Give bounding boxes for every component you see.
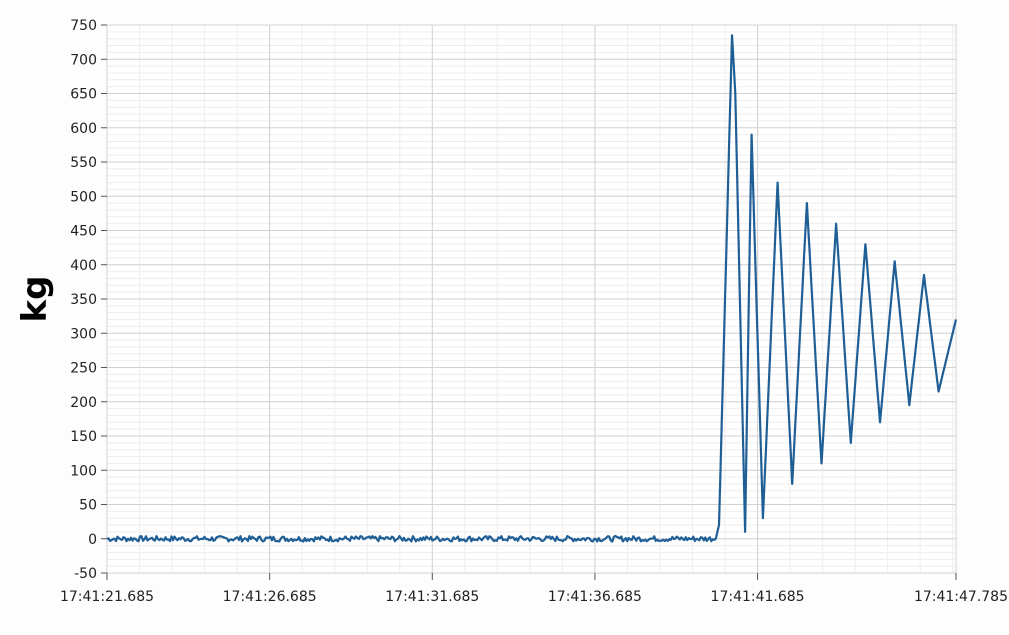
y-tick-label: 0 (88, 532, 97, 548)
x-tick-label: 17:41:47.785 (914, 589, 1008, 605)
y-tick-label: 550 (70, 155, 97, 171)
x-axis: 17:41:21.685 17:41:26.685 17:41:31.685 17:4… (60, 573, 1008, 605)
y-axis-label: kg (15, 276, 55, 323)
y-tick-label: 350 (70, 292, 97, 308)
y-tick-label: 400 (70, 258, 97, 274)
x-tick-label: 17:41:41.685 (711, 589, 805, 605)
y-tick-label: 700 (70, 52, 97, 68)
y-tick-label: 150 (70, 429, 97, 445)
y-tick-label: 500 (70, 189, 97, 205)
y-tick-label: 650 (70, 87, 97, 103)
y-tick-label: 300 (70, 326, 97, 342)
y-tick-label: -50 (74, 566, 97, 582)
y-tick-label: 600 (70, 121, 97, 137)
x-tick-label: 17:41:31.685 (385, 589, 479, 605)
major-grid (106, 24, 957, 574)
y-tick-label: 250 (70, 361, 97, 377)
series-line (106, 34, 958, 543)
y-tick-label: 50 (79, 498, 97, 514)
x-tick-label: 17:41:21.685 (60, 589, 154, 605)
y-tick-label: 100 (70, 463, 97, 479)
y-tick-label: 200 (70, 395, 97, 411)
y-tick-label: 750 (70, 18, 97, 34)
x-tick-label: 17:41:36.685 (548, 589, 642, 605)
y-tick-label: 450 (70, 224, 97, 240)
x-tick-label: 17:41:26.685 (223, 589, 317, 605)
y-axis: -50 0 50 100 150 200 250 300 350 400 450 500 550 600 6… (70, 18, 107, 582)
